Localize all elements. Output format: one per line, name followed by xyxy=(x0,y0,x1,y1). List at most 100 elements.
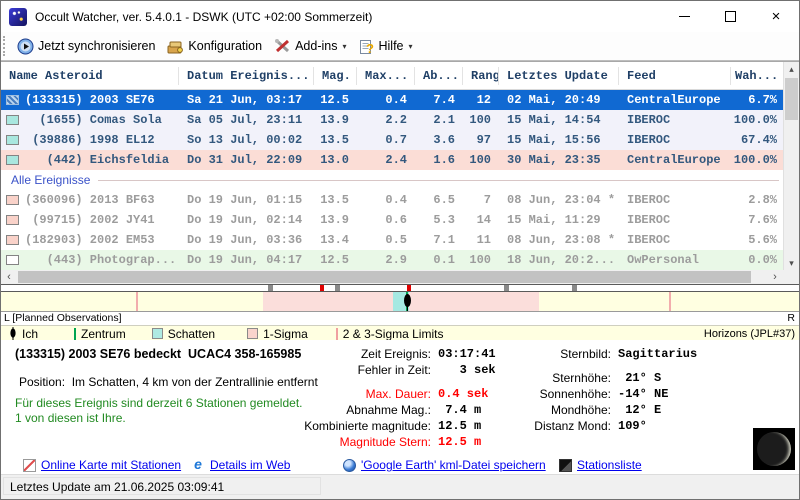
status-bar: Letztes Update am 21.06.2025 03:09:41 xyxy=(1,474,799,499)
row-status-icon xyxy=(6,215,19,225)
close-icon: × xyxy=(771,8,781,25)
google-earth-icon xyxy=(343,458,356,472)
timeline-left-label: L [Planned Observations] xyxy=(4,312,122,324)
table-row[interactable]: (1655) Comas Sola Sa 05 Jul, 23:11 13.9 2.2… xyxy=(1,110,783,130)
scroll-up-icon[interactable]: ▴ xyxy=(789,63,794,74)
horizontal-scrollbar[interactable]: ‹ › xyxy=(1,270,783,284)
col-header-wah[interactable]: Wah... xyxy=(735,68,779,83)
browser-icon: e xyxy=(194,456,202,472)
web-details-link[interactable]: e Details im Web xyxy=(191,456,291,472)
ephemeris-source-label: Horizons (JPL#37) xyxy=(703,327,795,340)
row-status-icon xyxy=(6,95,19,105)
scrollbar-corner xyxy=(783,270,799,284)
scroll-right-icon[interactable]: › xyxy=(773,271,777,283)
cell-feed: IBEROC xyxy=(627,113,671,127)
google-earth-kml-link[interactable]: 'Google Earth' kml-Datei speichern xyxy=(343,458,546,472)
shadow-path-strip[interactable] xyxy=(1,292,799,312)
horizontal-scroll-thumb[interactable] xyxy=(18,271,751,283)
table-row[interactable]: (442) Eichsfeldia Do 31 Jul, 22:09 13.0 2.4… xyxy=(1,150,783,170)
field-label: Sonnenhöhe: xyxy=(539,387,611,401)
table-header: Name Asteroid Datum Ereignis... Mag. Max… xyxy=(1,62,783,90)
col-header-max[interactable]: Max... xyxy=(357,66,415,85)
cell-feed: IBEROC xyxy=(627,193,671,207)
toolbar: Jetzt synchronisieren Konfiguration Add-… xyxy=(1,32,799,61)
sync-now-button[interactable]: Jetzt synchronisieren xyxy=(11,34,161,58)
table-row[interactable]: (360096) 2013 BF63 Do 19 Jun, 01:15 13.5 0.… xyxy=(1,190,783,210)
table-row[interactable]: (39886) 1998 EL12 So 13 Jul, 00:02 13.5 0.7… xyxy=(1,130,783,150)
table-row[interactable]: (443) Photograp... Do 19 Jun, 04:17 12.5 2.… xyxy=(1,250,783,270)
cell-wah: 2.8% xyxy=(748,193,777,207)
station-tick-icon xyxy=(268,285,273,291)
col-header-name[interactable]: Name Asteroid xyxy=(1,66,179,85)
my-station-marker-icon[interactable] xyxy=(404,294,411,311)
sync-icon xyxy=(17,38,34,54)
scroll-down-icon[interactable]: ▾ xyxy=(789,257,794,268)
add-ins-icon xyxy=(275,38,290,52)
station-list-label: Stationsliste xyxy=(577,458,642,472)
help-label: Hilfe xyxy=(378,39,404,53)
cell-datum: Do 19 Jun, 04:17 xyxy=(187,253,303,267)
col-header-rang[interactable]: Rang xyxy=(463,66,499,85)
all-events-separator: Alle Ereignisse xyxy=(1,170,783,190)
cell-update: 18 Jun, 20:2... xyxy=(507,253,616,267)
cell-rang: 100 xyxy=(469,113,491,127)
field-value: 3 sek xyxy=(438,363,496,377)
table-row[interactable]: (99715) 2002 JY41 Do 19 Jun, 02:14 13.9 0.6… xyxy=(1,210,783,230)
col-header-ab[interactable]: Ab... xyxy=(415,66,463,85)
close-button[interactable]: × xyxy=(753,1,799,32)
minimize-button[interactable] xyxy=(661,1,707,32)
col-header-mag[interactable]: Mag. xyxy=(314,66,357,85)
cell-mag: 12.5 xyxy=(320,253,349,267)
separator-line xyxy=(98,179,779,181)
vertical-scrollbar[interactable]: ▴ ▾ xyxy=(783,62,799,270)
table-row[interactable]: (182903) 2002 EM53 Do 19 Jun, 03:36 13.4 0.… xyxy=(1,230,783,250)
scroll-left-icon[interactable]: ‹ xyxy=(7,271,11,283)
field-value: 12° E xyxy=(618,403,662,417)
field-label: Magnitude Stern: xyxy=(339,435,431,449)
col-header-feed[interactable]: Feed xyxy=(619,66,731,85)
online-map-link[interactable]: Online Karte mit Stationen xyxy=(23,458,181,472)
stations-yours-text: 1 von diesen ist Ihre. xyxy=(15,411,126,425)
vertical-scroll-thumb[interactable] xyxy=(785,78,798,120)
legend-sigma-limits-label: 2 & 3-Sigma Limits xyxy=(342,326,444,341)
all-events-rows: (360096) 2013 BF63 Do 19 Jun, 01:15 13.5 0.… xyxy=(1,190,783,270)
sky-fields: Sternbild: Sagittarius Sternhöhe: 21° S Son… xyxy=(451,346,781,434)
cell-ab: 0.1 xyxy=(433,253,455,267)
add-ins-label: Add-ins xyxy=(295,39,338,53)
title-bar: Occult Watcher, ver. 5.4.0.1 - DSWK (UTC… xyxy=(1,1,799,32)
cell-mag: 13.9 xyxy=(320,113,349,127)
cell-feed: IBEROC xyxy=(627,133,671,147)
timeline-overview-bar[interactable] xyxy=(1,284,799,292)
station-list-icon xyxy=(559,458,572,472)
field-value: 12.5 m xyxy=(438,435,482,449)
web-details-label: Details im Web xyxy=(210,458,291,472)
cell-max: 0.4 xyxy=(385,93,407,107)
cell-feed: CentralEurope xyxy=(627,153,721,167)
configuration-button[interactable]: Konfiguration xyxy=(161,34,268,58)
table-row[interactable]: (133315) 2003 SE76 Sa 21 Jun, 03:17 12.5 0.… xyxy=(1,90,783,110)
cell-rang: 14 xyxy=(476,213,491,227)
legend-ich-label: Ich xyxy=(22,326,39,341)
help-button[interactable]: ? Hilfe ▾ xyxy=(353,34,419,58)
field-value: 03:17:41 xyxy=(438,347,496,361)
toolbar-grip[interactable] xyxy=(3,36,11,56)
cell-datum: Do 19 Jun, 01:15 xyxy=(187,193,303,207)
all-events-label: Alle Ereignisse xyxy=(11,173,91,187)
field-label: Kombinierte magnitude: xyxy=(304,419,431,433)
timing-fields: Zeit Ereignis: 03:17:41 Fehler in Zeit: 3 … xyxy=(231,346,501,450)
cell-update: 08 Jun, 23:04 * xyxy=(507,193,616,207)
row-status-icon xyxy=(6,195,19,205)
add-ins-button[interactable]: Add-ins ▾ xyxy=(268,34,352,58)
sigma-limits-line-icon xyxy=(335,327,338,340)
cell-mag: 13.0 xyxy=(320,153,349,167)
station-tick-icon xyxy=(335,285,340,291)
cell-update: 15 Mai, 15:56 xyxy=(507,133,601,147)
cell-update: 30 Mai, 23:35 xyxy=(507,153,601,167)
legend-one-sigma-label: 1-Sigma xyxy=(263,326,308,341)
cell-ab: 1.6 xyxy=(433,153,455,167)
col-header-update[interactable]: Letztes Update xyxy=(499,66,619,85)
maximize-button[interactable] xyxy=(707,1,753,32)
cell-mag: 13.9 xyxy=(320,213,349,227)
col-header-datum[interactable]: Datum Ereignis... xyxy=(179,66,314,85)
station-list-link[interactable]: Stationsliste xyxy=(559,458,642,472)
